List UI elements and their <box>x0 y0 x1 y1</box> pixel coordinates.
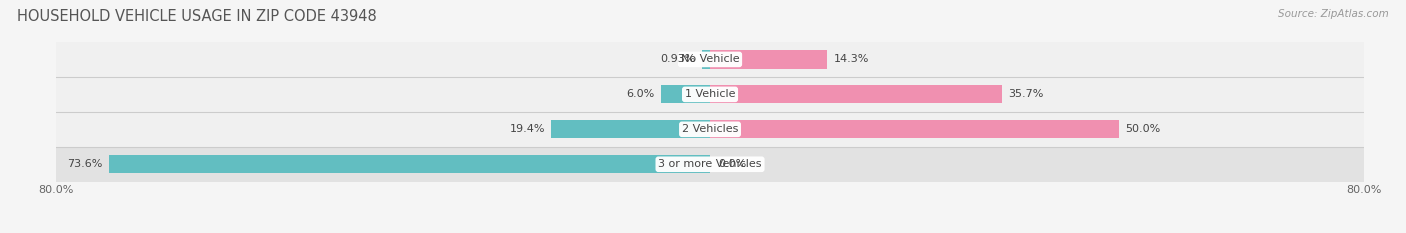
Text: 3 or more Vehicles: 3 or more Vehicles <box>658 159 762 169</box>
Text: 14.3%: 14.3% <box>834 55 869 64</box>
Text: 19.4%: 19.4% <box>509 124 546 134</box>
Text: 6.0%: 6.0% <box>626 89 654 99</box>
Bar <box>710 120 1119 138</box>
Bar <box>551 120 710 138</box>
Bar <box>56 77 1364 112</box>
Bar <box>56 112 1364 147</box>
Text: 35.7%: 35.7% <box>1008 89 1043 99</box>
Text: No Vehicle: No Vehicle <box>681 55 740 64</box>
Bar <box>56 147 1364 182</box>
Text: 0.0%: 0.0% <box>718 159 747 169</box>
Text: 73.6%: 73.6% <box>66 159 103 169</box>
Text: HOUSEHOLD VEHICLE USAGE IN ZIP CODE 43948: HOUSEHOLD VEHICLE USAGE IN ZIP CODE 4394… <box>17 9 377 24</box>
Bar <box>710 85 1002 103</box>
Bar <box>661 85 710 103</box>
Bar <box>108 155 710 173</box>
Text: 50.0%: 50.0% <box>1125 124 1160 134</box>
Bar <box>710 50 827 69</box>
Text: 2 Vehicles: 2 Vehicles <box>682 124 738 134</box>
Text: 0.93%: 0.93% <box>661 55 696 64</box>
Text: 1 Vehicle: 1 Vehicle <box>685 89 735 99</box>
Text: Source: ZipAtlas.com: Source: ZipAtlas.com <box>1278 9 1389 19</box>
Bar <box>56 42 1364 77</box>
Bar <box>703 50 710 69</box>
